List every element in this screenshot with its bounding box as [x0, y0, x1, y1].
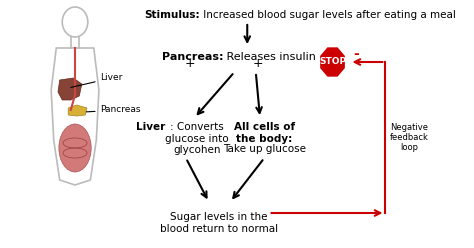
Polygon shape: [319, 46, 346, 78]
Text: +: +: [185, 57, 195, 70]
Text: All cells of
the body:: All cells of the body:: [234, 122, 295, 144]
Text: Stimulus:: Stimulus:: [144, 10, 200, 20]
Text: Releases insulin: Releases insulin: [223, 52, 316, 62]
Text: +: +: [252, 57, 263, 70]
Text: Increased blood sugar levels after eating a meal: Increased blood sugar levels after eatin…: [200, 10, 456, 20]
Ellipse shape: [59, 124, 91, 172]
Text: -: -: [354, 47, 359, 61]
Text: Liver: Liver: [136, 122, 165, 132]
Text: Take up glucose: Take up glucose: [223, 144, 306, 154]
Polygon shape: [58, 78, 82, 100]
Text: Negative
feedback
loop: Negative feedback loop: [390, 123, 428, 153]
Text: STOP: STOP: [319, 58, 346, 66]
Text: Pancreas: Pancreas: [86, 105, 141, 115]
Text: Sugar levels in the
blood return to normal: Sugar levels in the blood return to norm…: [160, 212, 278, 234]
Text: : Converts
glucose into
glycohen: : Converts glucose into glycohen: [165, 122, 229, 155]
Text: Pancreas:: Pancreas:: [162, 52, 223, 62]
Text: Liver: Liver: [71, 73, 123, 87]
Polygon shape: [68, 105, 87, 116]
